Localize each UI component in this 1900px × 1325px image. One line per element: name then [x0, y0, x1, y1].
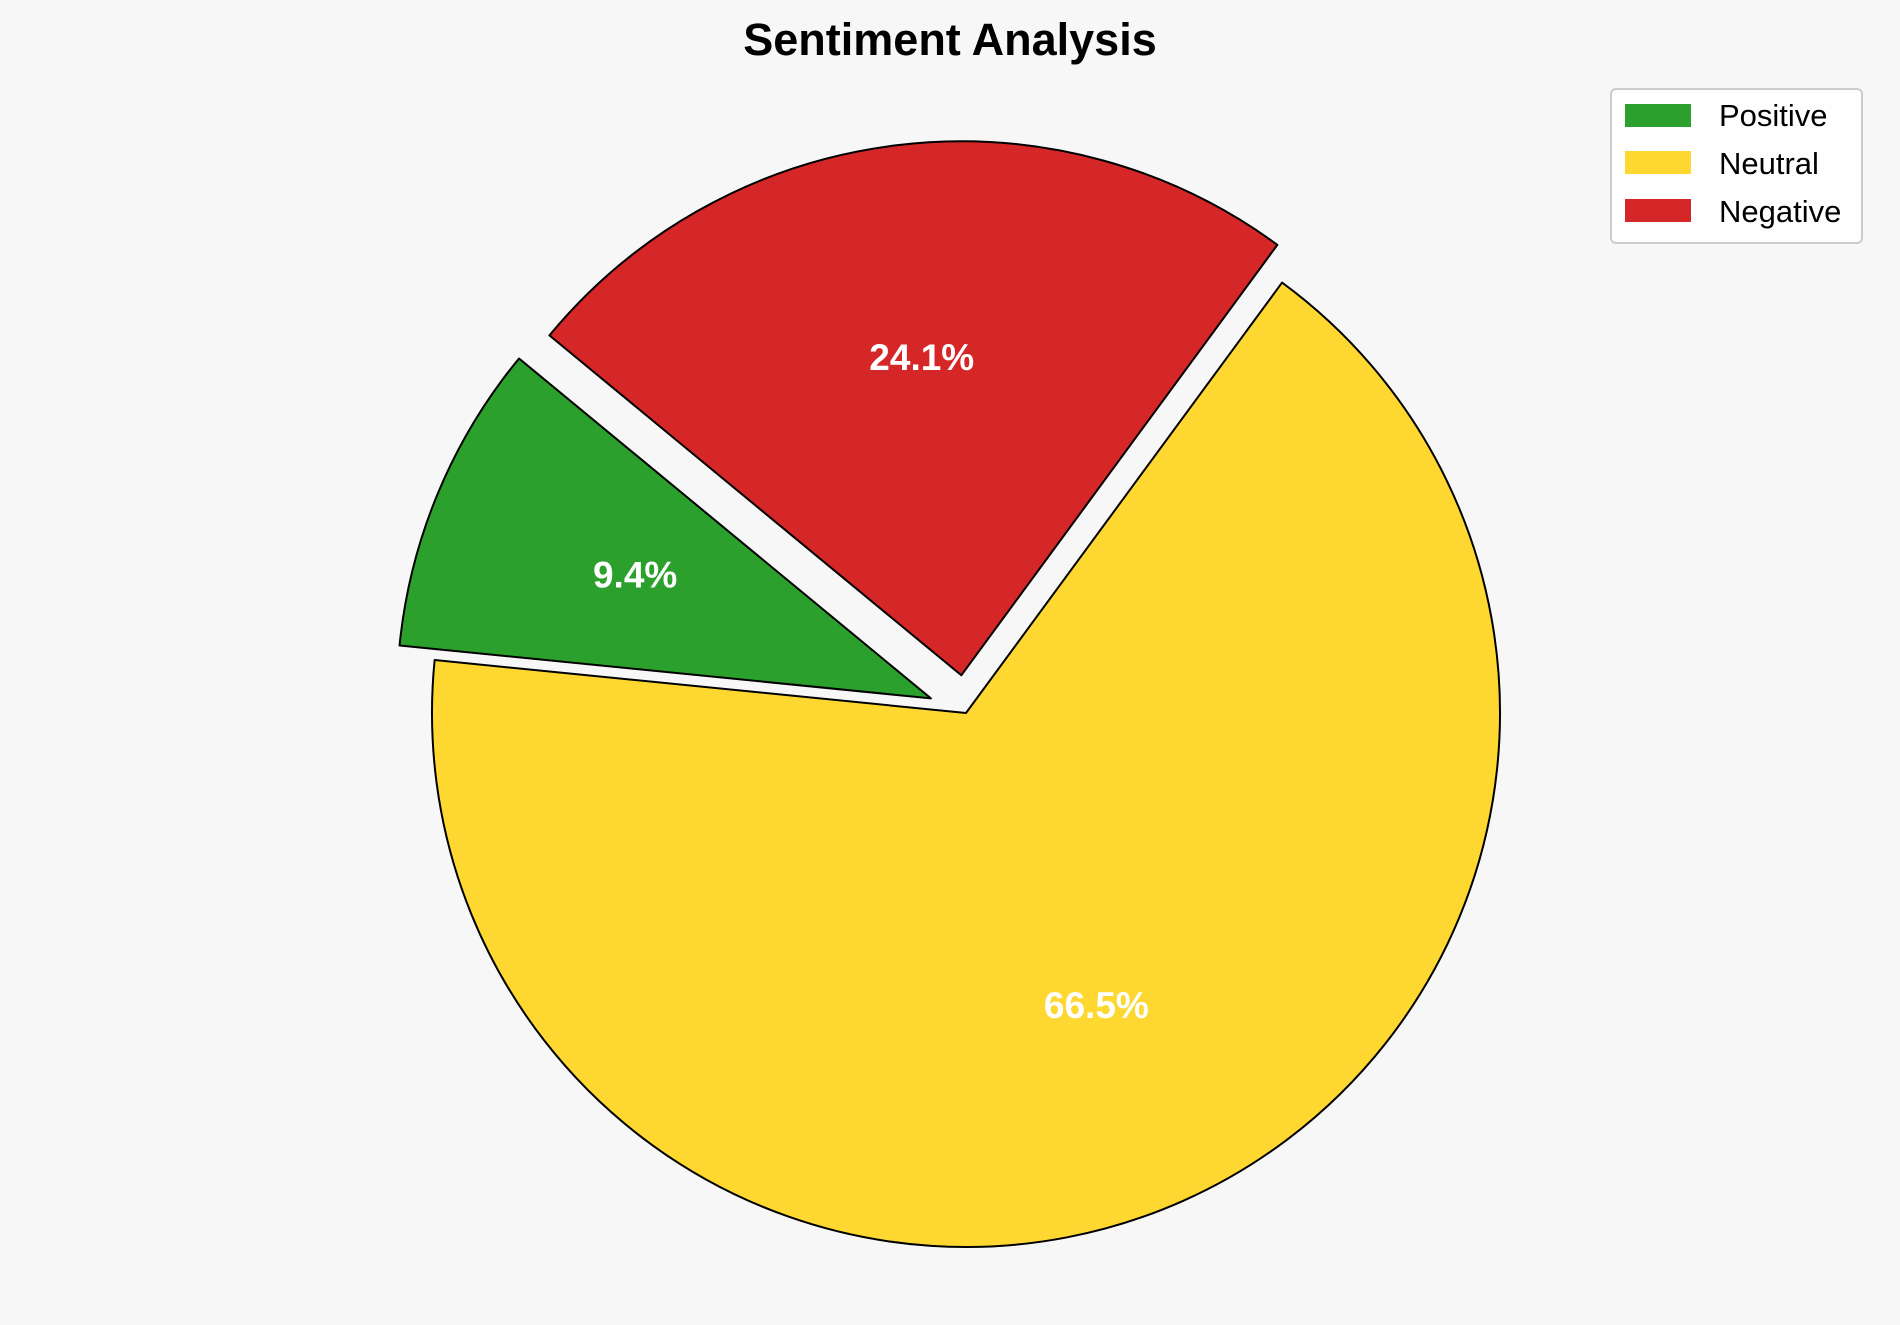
legend-swatch-negative — [1625, 199, 1691, 222]
pie-slice-neutral — [431, 281, 1501, 1248]
pie-slice-label-neutral: 66.5% — [1044, 985, 1149, 1026]
pie-slice-positive — [398, 357, 932, 700]
legend-item-positive: Positive — [1625, 98, 1828, 133]
pie-slices — [398, 140, 1501, 1248]
legend-label-negative: Negative — [1719, 194, 1841, 229]
legend-swatch-neutral — [1625, 151, 1691, 174]
legend-label-positive: Positive — [1719, 98, 1828, 133]
chart-title: Sentiment Analysis — [743, 14, 1156, 65]
pie-slice-negative — [548, 140, 1279, 677]
legend-item-negative: Negative — [1625, 194, 1841, 229]
legend-swatch-positive — [1625, 104, 1691, 127]
legend-label-neutral: Neutral — [1719, 146, 1819, 181]
pie-slice-label-negative: 24.1% — [869, 337, 974, 378]
pie-slice-labels: 9.4% 66.5% 24.1% — [593, 337, 1149, 1026]
pie-slice-label-positive: 9.4% — [593, 555, 677, 596]
legend: Positive Neutral Negative — [1610, 88, 1863, 244]
legend-item-neutral: Neutral — [1625, 146, 1819, 181]
